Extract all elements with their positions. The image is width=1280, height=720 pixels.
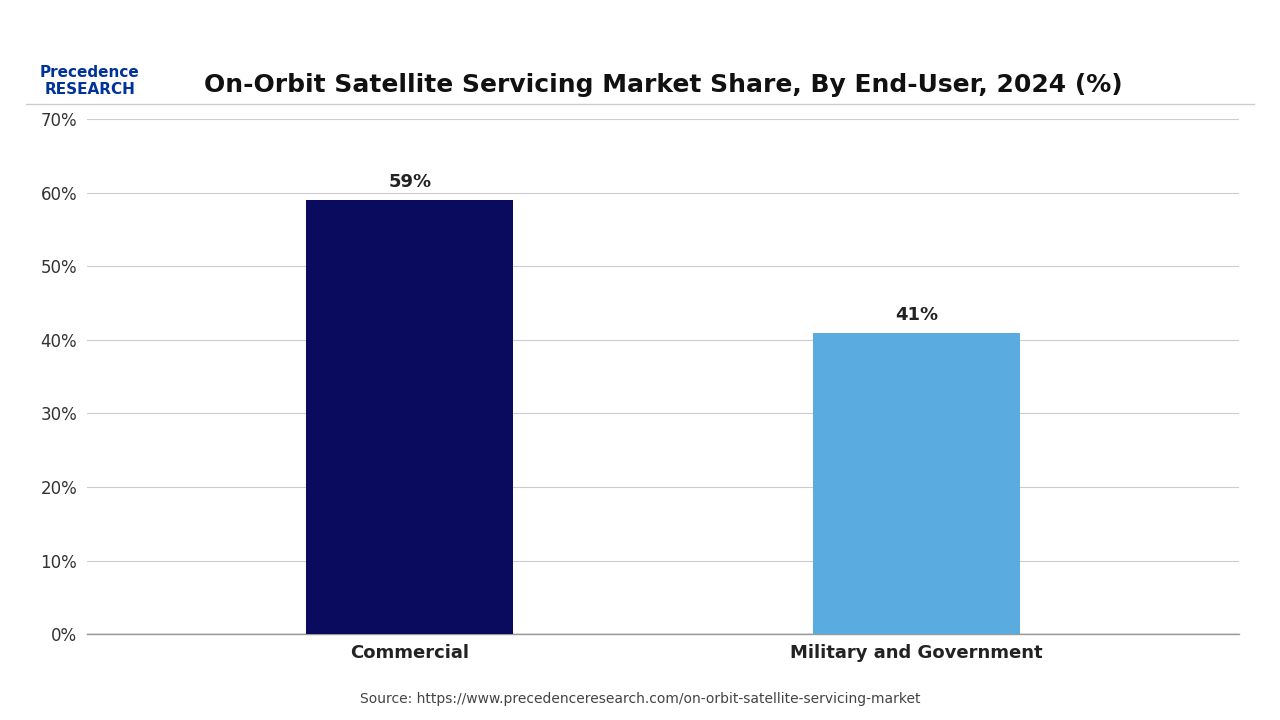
Text: 41%: 41% <box>895 306 938 324</box>
Bar <box>813 333 1020 634</box>
Text: Precedence
RESEARCH: Precedence RESEARCH <box>40 65 140 97</box>
Text: 59%: 59% <box>388 174 431 192</box>
Bar <box>306 200 513 634</box>
Title: On-Orbit Satellite Servicing Market Share, By End-User, 2024 (%): On-Orbit Satellite Servicing Market Shar… <box>204 73 1123 96</box>
Text: Source: https://www.precedenceresearch.com/on-orbit-satellite-servicing-market: Source: https://www.precedenceresearch.c… <box>360 692 920 706</box>
